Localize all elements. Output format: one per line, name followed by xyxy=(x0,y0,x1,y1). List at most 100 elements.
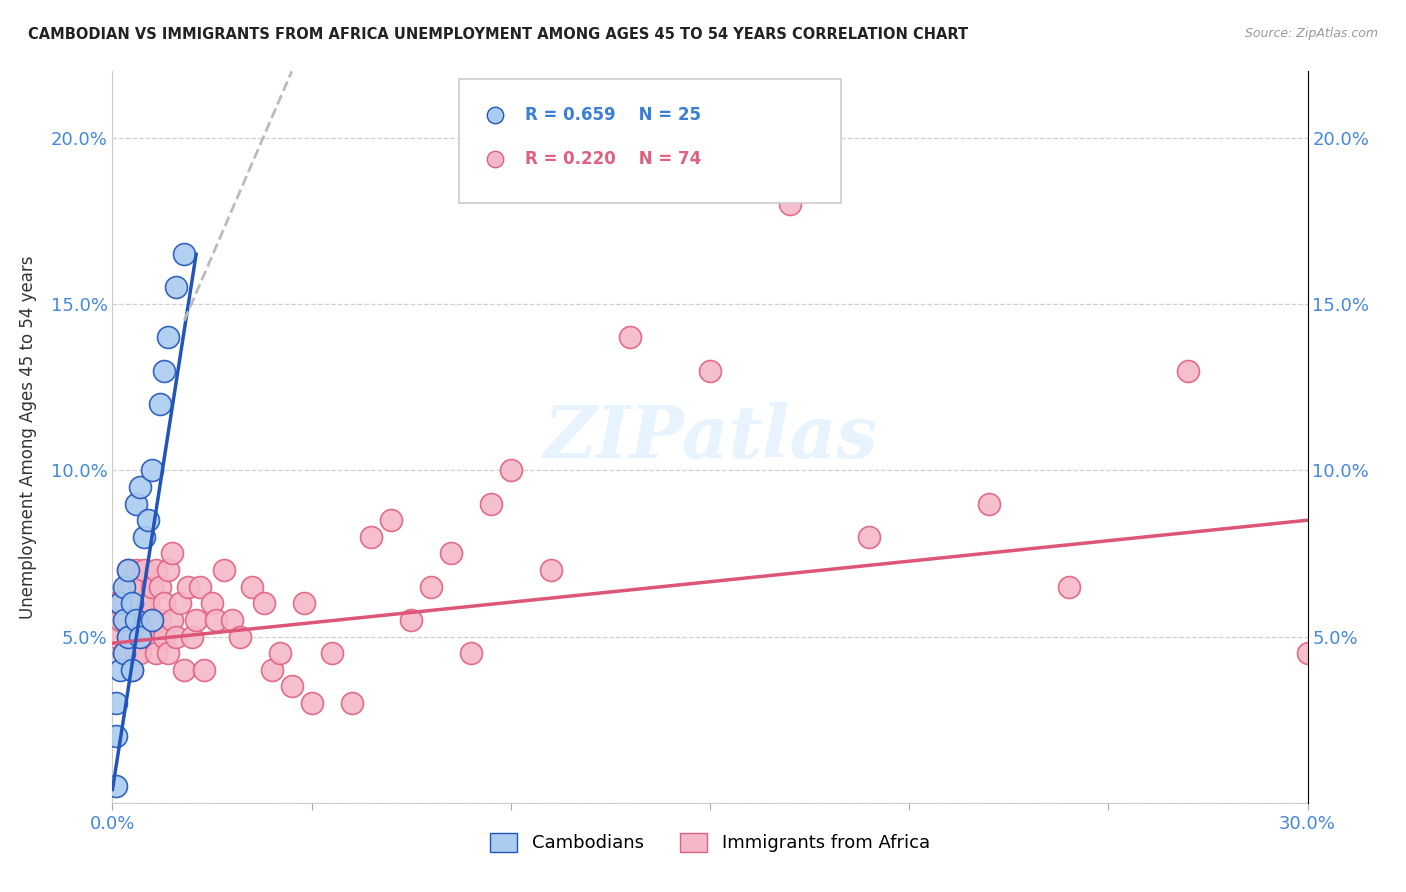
Point xyxy=(162,613,183,627)
Point xyxy=(1296,646,1319,660)
Point xyxy=(114,646,135,660)
Point xyxy=(141,580,163,594)
Point xyxy=(188,580,211,594)
Point xyxy=(165,280,187,294)
Point xyxy=(201,596,224,610)
Point xyxy=(149,397,172,411)
Point xyxy=(321,646,343,660)
Point xyxy=(138,513,160,527)
Point xyxy=(121,596,143,610)
Point xyxy=(479,497,502,511)
Point xyxy=(110,663,132,677)
Point xyxy=(699,363,721,377)
Point xyxy=(540,563,562,577)
Point xyxy=(157,330,180,344)
Point xyxy=(240,580,263,594)
Legend: Cambodians, Immigrants from Africa: Cambodians, Immigrants from Africa xyxy=(484,826,936,860)
Point xyxy=(1057,580,1080,594)
Point xyxy=(117,580,139,594)
Point xyxy=(129,646,152,660)
Point xyxy=(162,546,183,560)
Point xyxy=(105,779,128,793)
Point xyxy=(117,563,139,577)
Point xyxy=(193,663,215,677)
Point xyxy=(440,546,463,560)
Text: R = 0.659    N = 25: R = 0.659 N = 25 xyxy=(524,106,700,124)
Point xyxy=(420,580,443,594)
Point xyxy=(177,580,200,594)
Point xyxy=(157,563,180,577)
Point xyxy=(110,596,132,610)
Point xyxy=(229,630,252,644)
Point xyxy=(619,330,641,344)
Point xyxy=(125,613,148,627)
Point xyxy=(125,563,148,577)
Point xyxy=(138,630,160,644)
Point xyxy=(121,580,143,594)
Point xyxy=(221,613,243,627)
Point xyxy=(301,696,323,710)
Point xyxy=(173,663,195,677)
Point xyxy=(121,630,143,644)
Point xyxy=(125,646,148,660)
Point xyxy=(105,596,128,610)
Text: CAMBODIAN VS IMMIGRANTS FROM AFRICA UNEMPLOYMENT AMONG AGES 45 TO 54 YEARS CORRE: CAMBODIAN VS IMMIGRANTS FROM AFRICA UNEM… xyxy=(28,27,969,42)
Point xyxy=(134,530,156,544)
Point xyxy=(205,613,228,627)
Point xyxy=(121,663,143,677)
FancyBboxPatch shape xyxy=(458,78,842,203)
Text: ZIPatlas: ZIPatlas xyxy=(543,401,877,473)
Point xyxy=(212,563,235,577)
Text: R = 0.220    N = 74: R = 0.220 N = 74 xyxy=(524,150,702,168)
Point xyxy=(129,596,152,610)
Point xyxy=(114,580,135,594)
Point xyxy=(141,613,163,627)
Point xyxy=(117,630,139,644)
Point xyxy=(260,663,283,677)
Point xyxy=(173,247,195,261)
Point xyxy=(281,680,304,694)
Point xyxy=(460,646,482,660)
Text: Source: ZipAtlas.com: Source: ZipAtlas.com xyxy=(1244,27,1378,40)
Point xyxy=(117,630,139,644)
Point xyxy=(117,563,139,577)
Point xyxy=(129,580,152,594)
Point xyxy=(153,363,176,377)
Point xyxy=(977,497,1000,511)
Point xyxy=(117,613,139,627)
Point xyxy=(149,580,172,594)
Point xyxy=(340,696,363,710)
Point xyxy=(292,596,315,610)
Point xyxy=(157,646,180,660)
Point xyxy=(1177,363,1199,377)
Point xyxy=(186,613,208,627)
Point xyxy=(138,596,160,610)
Point xyxy=(380,513,402,527)
Point xyxy=(169,596,191,610)
Point xyxy=(153,596,176,610)
Point xyxy=(145,646,167,660)
Point xyxy=(165,630,187,644)
Point xyxy=(105,729,128,743)
Point xyxy=(779,197,801,211)
Point xyxy=(499,463,522,477)
Point xyxy=(153,630,176,644)
Point xyxy=(114,596,135,610)
Point xyxy=(134,563,156,577)
Point xyxy=(129,480,152,494)
Y-axis label: Unemployment Among Ages 45 to 54 years: Unemployment Among Ages 45 to 54 years xyxy=(18,255,37,619)
Point xyxy=(253,596,276,610)
Point xyxy=(105,630,128,644)
Point xyxy=(129,630,152,644)
Point xyxy=(141,630,163,644)
Point xyxy=(858,530,880,544)
Point xyxy=(121,596,143,610)
Point xyxy=(141,613,163,627)
Point xyxy=(401,613,423,627)
Point xyxy=(121,663,143,677)
Point xyxy=(145,563,167,577)
Point xyxy=(114,613,135,627)
Point xyxy=(125,497,148,511)
Point xyxy=(105,696,128,710)
Point xyxy=(134,613,156,627)
